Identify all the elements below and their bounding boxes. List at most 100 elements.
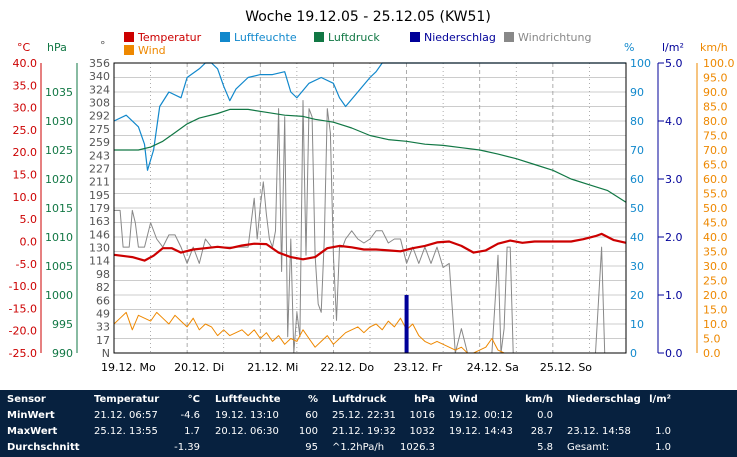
dir-tick-label: 227 — [89, 162, 110, 175]
dir-unit-label: ° — [100, 39, 106, 52]
dir-tick-label: 66 — [96, 294, 110, 307]
stats-cell: 21.12. 06:57 — [94, 410, 158, 421]
wind-tick-label: 95.0 — [703, 72, 728, 85]
stats-cell: 23.12. 14:58 — [567, 426, 631, 437]
stats-cell: 1026.3 — [400, 442, 435, 453]
stats-header-wind-unit: km/h — [525, 394, 553, 405]
hum-tick-label: 100 — [630, 57, 651, 70]
wind-tick-label: 75.0 — [703, 130, 728, 143]
dir-tick-label: 259 — [89, 136, 110, 149]
hum-tick-label: 60 — [630, 173, 644, 186]
press-tick-label: 1015 — [45, 202, 73, 215]
dir-tick-label: 17 — [96, 334, 110, 347]
dir-tick-label: 308 — [89, 97, 110, 110]
series-line-temperatur — [113, 232, 627, 262]
rain-tick-label: 2.0 — [665, 231, 683, 244]
legend: Temperatur Luftfeuchte Luftdruck Nieders… — [124, 31, 591, 57]
stats-cell: 25.12. 13:55 — [94, 426, 158, 437]
rain-tick-label: 3.0 — [665, 173, 683, 186]
stats-cell: 95 — [305, 442, 318, 453]
dir-tick-label: 114 — [89, 255, 110, 268]
dir-tick-label: 163 — [89, 215, 110, 228]
stats-cell: 1.7 — [184, 426, 200, 437]
stats-cell: 20.12. 06:30 — [215, 426, 279, 437]
stats-row-label: MinWert — [7, 410, 55, 421]
legend-label-temperatur: Temperatur — [137, 31, 202, 44]
series-line-wind — [113, 311, 626, 354]
temp-tick-label: 15.0 — [13, 169, 38, 182]
hum-tick-label: 70 — [630, 144, 644, 157]
press-tick-label: 1010 — [45, 231, 73, 244]
stats-cell: 0.0 — [537, 410, 553, 421]
stats-cell: 21.12. 19:32 — [332, 426, 396, 437]
stats-cell: 19.12. 14:43 — [449, 426, 513, 437]
hum-tick-label: 0 — [630, 347, 637, 360]
temp-tick-label: -20.0 — [9, 325, 37, 338]
hum-tick-label: 20 — [630, 289, 644, 302]
wind-tick-label: 60.0 — [703, 173, 728, 186]
temp-tick-label: 20.0 — [13, 146, 38, 159]
stats-cell: -1.39 — [174, 442, 200, 453]
wind-tick-label: 25.0 — [703, 275, 728, 288]
temp-tick-label: 25.0 — [13, 124, 38, 137]
legend-swatch-niederschlag — [410, 32, 420, 42]
press-unit-label: hPa — [47, 41, 67, 54]
plot-grid — [114, 63, 626, 353]
press-tick-label: 1000 — [45, 289, 73, 302]
day-label: 24.12. Sa — [467, 361, 519, 374]
stats-cell: 100 — [298, 426, 318, 437]
temp-tick-label: 0.0 — [20, 235, 38, 248]
legend-label-windrichtung: Windrichtung — [518, 31, 591, 44]
wind-tick-label: 15.0 — [703, 304, 728, 317]
stats-cell: 1016 — [409, 410, 435, 421]
dir-tick-label: 292 — [89, 110, 110, 123]
stats-cell: 5.8 — [537, 442, 553, 453]
hum-tick-label: 90 — [630, 86, 644, 99]
wind-tick-label: 65.0 — [703, 159, 728, 172]
wind-tick-label: 0.0 — [703, 347, 721, 360]
stats-cell: Gesamt: — [567, 442, 610, 453]
dir-tick-label: N — [102, 347, 110, 360]
stats-cell: ^1.2hPa/h — [332, 442, 385, 453]
press-tick-label: 1020 — [45, 173, 73, 186]
temp-tick-label: -15.0 — [9, 302, 37, 315]
axis-units: °C hPa ° % l/m² km/h — [17, 39, 728, 54]
day-label: 21.12. Mi — [247, 361, 298, 374]
day-label: 23.12. Fr — [394, 361, 443, 374]
day-label: 25.12. So — [540, 361, 592, 374]
hum-tick-label: 30 — [630, 260, 644, 273]
rain-tick-label: 1.0 — [665, 289, 683, 302]
axis-ticks: 40.035.030.025.020.015.010.05.00.0-5.0-1… — [9, 57, 735, 374]
stats-cell: 1.0 — [655, 442, 671, 453]
series-line-luftdruck — [114, 108, 627, 203]
dir-tick-label: 275 — [89, 123, 110, 136]
rain-bar — [404, 295, 409, 353]
wind-tick-label: 40.0 — [703, 231, 728, 244]
stats-header-niederschlag-unit: l/m² — [649, 394, 671, 405]
stats-row-label: MaxWert — [7, 426, 58, 437]
temp-unit-label: °C — [17, 41, 31, 54]
stats-header-luftdruck: Luftdruck — [332, 394, 387, 405]
hum-unit-label: % — [624, 41, 634, 54]
plot-frame — [113, 62, 627, 354]
dir-tick-label: 243 — [89, 149, 110, 162]
dir-tick-label: 356 — [89, 57, 110, 70]
legend-swatch-luftdruck — [314, 32, 324, 42]
legend-label-wind: Wind — [138, 44, 166, 57]
wind-unit-label: km/h — [700, 41, 728, 54]
press-tick-label: 1005 — [45, 260, 73, 273]
temp-tick-label: 35.0 — [13, 79, 38, 92]
hum-tick-label: 50 — [630, 202, 644, 215]
wind-tick-label: 30.0 — [703, 260, 728, 273]
hum-tick-label: 10 — [630, 318, 644, 331]
stats-cell: 1.0 — [655, 426, 671, 437]
wind-tick-label: 50.0 — [703, 202, 728, 215]
stats-cell: 60 — [305, 410, 318, 421]
dir-tick-label: 146 — [89, 228, 110, 241]
temp-tick-label: 40.0 — [13, 57, 38, 70]
wind-tick-label: 20.0 — [703, 289, 728, 302]
stats-header-luftfeuchte-unit: % — [307, 394, 318, 405]
rain-tick-label: 0.0 — [665, 347, 683, 360]
wind-tick-label: 70.0 — [703, 144, 728, 157]
dir-tick-label: 33 — [96, 321, 110, 334]
